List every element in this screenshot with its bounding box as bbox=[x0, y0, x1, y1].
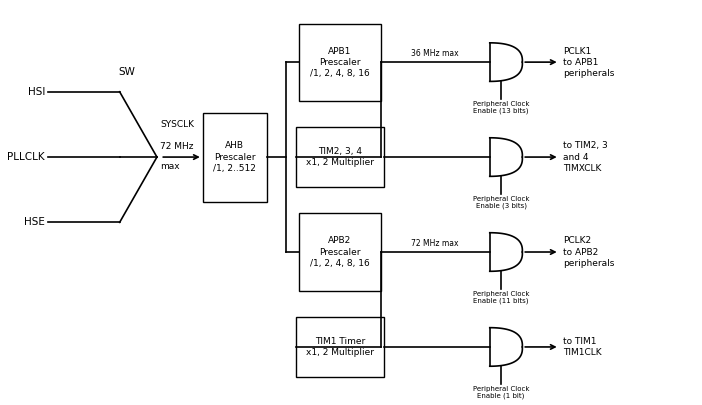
Text: to TIM2, 3
and 4
TIMXCLK: to TIM2, 3 and 4 TIMXCLK bbox=[563, 141, 608, 173]
Text: APB1
Prescaler
/1, 2, 4, 8, 16: APB1 Prescaler /1, 2, 4, 8, 16 bbox=[310, 47, 370, 78]
Text: HSI: HSI bbox=[27, 87, 45, 97]
Text: PLLCLK: PLLCLK bbox=[8, 152, 45, 162]
Text: Peripheral Clock
Enable (13 bits): Peripheral Clock Enable (13 bits) bbox=[473, 101, 529, 114]
Text: 72 MHz max: 72 MHz max bbox=[411, 239, 459, 247]
FancyBboxPatch shape bbox=[299, 23, 380, 101]
Text: 72 MHz: 72 MHz bbox=[160, 142, 194, 151]
FancyBboxPatch shape bbox=[296, 128, 384, 187]
Text: to TIM1
TIM1CLK: to TIM1 TIM1CLK bbox=[563, 337, 602, 357]
Text: Peripheral Clock
Enable (11 bits): Peripheral Clock Enable (11 bits) bbox=[473, 290, 529, 304]
Text: PCLK1
to APB1
peripherals: PCLK1 to APB1 peripherals bbox=[563, 47, 614, 78]
Text: HSE: HSE bbox=[24, 217, 45, 227]
FancyBboxPatch shape bbox=[203, 113, 267, 202]
Polygon shape bbox=[490, 233, 522, 271]
Text: PCLK2
to APB2
peripherals: PCLK2 to APB2 peripherals bbox=[563, 237, 614, 268]
Text: Peripheral Clock
Enable (1 bit): Peripheral Clock Enable (1 bit) bbox=[473, 386, 529, 399]
Text: 36 MHz max: 36 MHz max bbox=[411, 49, 459, 58]
Polygon shape bbox=[490, 43, 522, 81]
Text: SW: SW bbox=[118, 67, 135, 77]
Text: APB2
Prescaler
/1, 2, 4, 8, 16: APB2 Prescaler /1, 2, 4, 8, 16 bbox=[310, 237, 370, 268]
Text: TIM2, 3, 4
x1, 2 Multiplier: TIM2, 3, 4 x1, 2 Multiplier bbox=[306, 147, 374, 167]
Text: TIM1 Timer
x1, 2 Multiplier: TIM1 Timer x1, 2 Multiplier bbox=[306, 337, 374, 357]
Text: SYSCLK: SYSCLK bbox=[160, 120, 194, 129]
Polygon shape bbox=[490, 138, 522, 176]
Text: AHB
Prescaler
/1, 2..512: AHB Prescaler /1, 2..512 bbox=[213, 141, 256, 173]
Polygon shape bbox=[490, 328, 522, 366]
FancyBboxPatch shape bbox=[299, 213, 380, 290]
FancyBboxPatch shape bbox=[296, 317, 384, 377]
Text: Peripheral Clock
Enable (3 bits): Peripheral Clock Enable (3 bits) bbox=[473, 196, 529, 209]
Text: max: max bbox=[160, 162, 180, 171]
